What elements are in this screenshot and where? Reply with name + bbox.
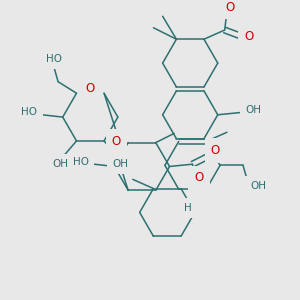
Text: H: H bbox=[184, 203, 192, 213]
Text: HO: HO bbox=[73, 157, 89, 167]
Text: O: O bbox=[112, 135, 121, 148]
Text: HO: HO bbox=[21, 107, 38, 118]
Text: O: O bbox=[195, 171, 204, 184]
Text: OH: OH bbox=[245, 105, 261, 115]
Text: O: O bbox=[211, 144, 220, 157]
Text: OH: OH bbox=[250, 181, 266, 191]
Text: HO: HO bbox=[46, 54, 62, 64]
Text: OH: OH bbox=[112, 159, 128, 169]
Text: H: H bbox=[193, 182, 201, 192]
Text: O: O bbox=[86, 82, 95, 95]
Text: O: O bbox=[244, 30, 254, 44]
Text: H: H bbox=[228, 0, 236, 10]
Text: O: O bbox=[226, 1, 235, 13]
Text: OH: OH bbox=[52, 159, 68, 169]
